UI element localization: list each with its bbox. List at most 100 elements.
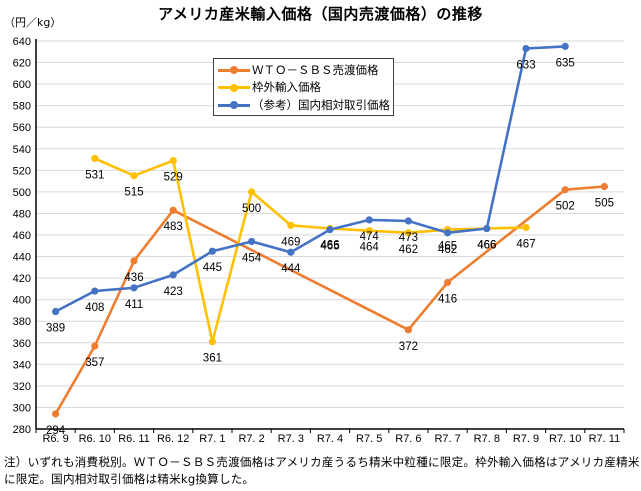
data-labels: 294 357 436 483 372 416 502 505 531 515 529 361 500 4… — [46, 57, 614, 437]
y-tick-label: 620 — [13, 58, 31, 70]
footnote: 注）いずれも消費税別。ＷＴＯ－ＳＢＳ売渡価格はアメリカ産うるち精米中粒種に限定。… — [4, 455, 640, 486]
line-chart: 280 300 320 340 360 380 400 420 440 460 480 500 520 5… — [13, 36, 625, 445]
y-tick-label: 380 — [13, 316, 31, 328]
data-label: 464 — [360, 242, 380, 254]
data-point — [52, 307, 60, 316]
data-point — [444, 229, 452, 237]
data-point — [404, 217, 412, 225]
data-point — [52, 410, 60, 418]
y-tick-label: 480 — [13, 208, 31, 220]
data-label: 466 — [320, 240, 339, 252]
data-label: 529 — [164, 172, 183, 184]
x-tick-label: R7. 4 — [317, 433, 343, 445]
data-point — [130, 172, 138, 180]
data-point — [444, 278, 452, 287]
data-point — [561, 186, 569, 194]
legend-item-out-of-quota: 枠外輸入価格 — [218, 79, 389, 97]
x-tick-label: R7. 11 — [589, 433, 621, 445]
data-label: 466 — [477, 240, 496, 252]
x-tick-label: R7. 2 — [238, 433, 264, 445]
y-tick-label: 460 — [13, 230, 31, 242]
data-point — [522, 44, 530, 53]
data-point — [208, 338, 216, 346]
y-tick-label: 500 — [13, 187, 31, 199]
data-label: 462 — [438, 244, 457, 256]
data-point — [561, 42, 569, 50]
data-point — [248, 237, 256, 246]
data-label: 408 — [85, 302, 104, 314]
data-label: 389 — [46, 323, 65, 335]
data-point — [404, 229, 412, 237]
data-label: 357 — [85, 357, 104, 369]
data-point — [130, 257, 138, 265]
data-point — [130, 284, 138, 292]
y-axis-unit-label: （円／kg） — [4, 16, 62, 29]
legend: ＷＴＯ－ＳＢＳ売渡価格 枠外輸入価格 （参考）国内相対取引価格 — [213, 58, 394, 116]
y-tick-label: 600 — [13, 79, 31, 91]
data-point — [600, 182, 609, 191]
legend-item-wto-sbs: ＷＴＯ－ＳＢＳ売渡価格 — [218, 61, 389, 79]
x-tick-label: R7. 9 — [513, 433, 539, 445]
data-label: 462 — [399, 244, 418, 256]
data-point — [91, 154, 99, 163]
x-tick-label: R6. 11 — [118, 433, 150, 445]
data-label: 474 — [360, 231, 380, 243]
data-label: 505 — [595, 198, 614, 210]
y-tick-label: 580 — [13, 101, 31, 113]
x-tick-label: R7. 5 — [356, 433, 382, 445]
data-point — [365, 227, 373, 235]
data-label: 416 — [438, 293, 457, 305]
x-tick-label: R6. 10 — [79, 433, 111, 445]
gridlines — [36, 40, 624, 408]
data-label: 466 — [477, 240, 496, 252]
y-axis-ticks: 280 300 320 340 360 380 400 420 440 460 480 500 520 5… — [13, 36, 31, 436]
y-tick-label: 540 — [13, 144, 31, 156]
x-tick-label: R7. 6 — [395, 433, 421, 445]
data-label: 411 — [125, 299, 143, 311]
data-point — [208, 247, 216, 255]
x-tick-label: R7. 3 — [278, 433, 304, 445]
data-label: 502 — [556, 201, 575, 213]
legend-swatch-orange-icon — [218, 65, 250, 75]
data-point — [248, 188, 256, 196]
data-label: 531 — [85, 169, 104, 181]
y-tick-label: 420 — [13, 273, 31, 285]
chart-title: アメリカ産米輸入価格（国内売渡価格）の推移 — [158, 5, 483, 23]
data-label: 635 — [556, 57, 575, 69]
y-tick-label: 340 — [13, 359, 31, 371]
series-lines — [54, 45, 605, 415]
legend-label: ＷＴＯ－ＳＢＳ売渡価格 — [252, 62, 379, 77]
data-point — [287, 221, 295, 229]
legend-label: （参考）国内相対取引価格 — [252, 97, 390, 112]
series-line-0 — [54, 185, 605, 415]
axes — [35, 39, 625, 433]
x-tick-label: R7. 7 — [434, 433, 460, 445]
data-label: 372 — [399, 341, 418, 353]
data-label: 361 — [203, 353, 222, 365]
data-point — [365, 216, 373, 224]
data-point — [522, 223, 530, 232]
legend-label: 枠外輸入価格 — [252, 80, 321, 95]
data-label: 454 — [242, 252, 262, 264]
legend-item-domestic-relative: （参考）国内相対取引価格 — [218, 96, 390, 114]
x-axis-ticks: R6. 9 R6. 10 R6. 11 R6. 12 R7. 1 R7. 2 R7. 3 R7… — [42, 433, 620, 445]
y-tick-label: 640 — [13, 36, 31, 48]
data-label: 500 — [242, 203, 261, 215]
x-tick-label: R7. 1 — [199, 433, 225, 445]
data-label: 633 — [516, 60, 535, 72]
legend-swatch-blue-icon — [218, 100, 250, 110]
data-label: 465 — [438, 241, 457, 253]
y-tick-label: 400 — [13, 295, 31, 307]
x-tick-label: R7. 10 — [549, 433, 581, 445]
data-label: 467 — [516, 238, 535, 250]
x-tick-label: R6. 12 — [157, 433, 189, 445]
data-point — [169, 271, 177, 279]
legend-swatch-yellow-icon — [218, 82, 250, 92]
y-tick-label: 300 — [13, 402, 31, 414]
series-markers — [52, 42, 609, 418]
data-point — [287, 248, 295, 256]
data-label: 423 — [164, 286, 183, 298]
y-tick-label: 440 — [13, 252, 31, 264]
data-point — [326, 226, 334, 234]
y-tick-label: 560 — [13, 122, 31, 134]
